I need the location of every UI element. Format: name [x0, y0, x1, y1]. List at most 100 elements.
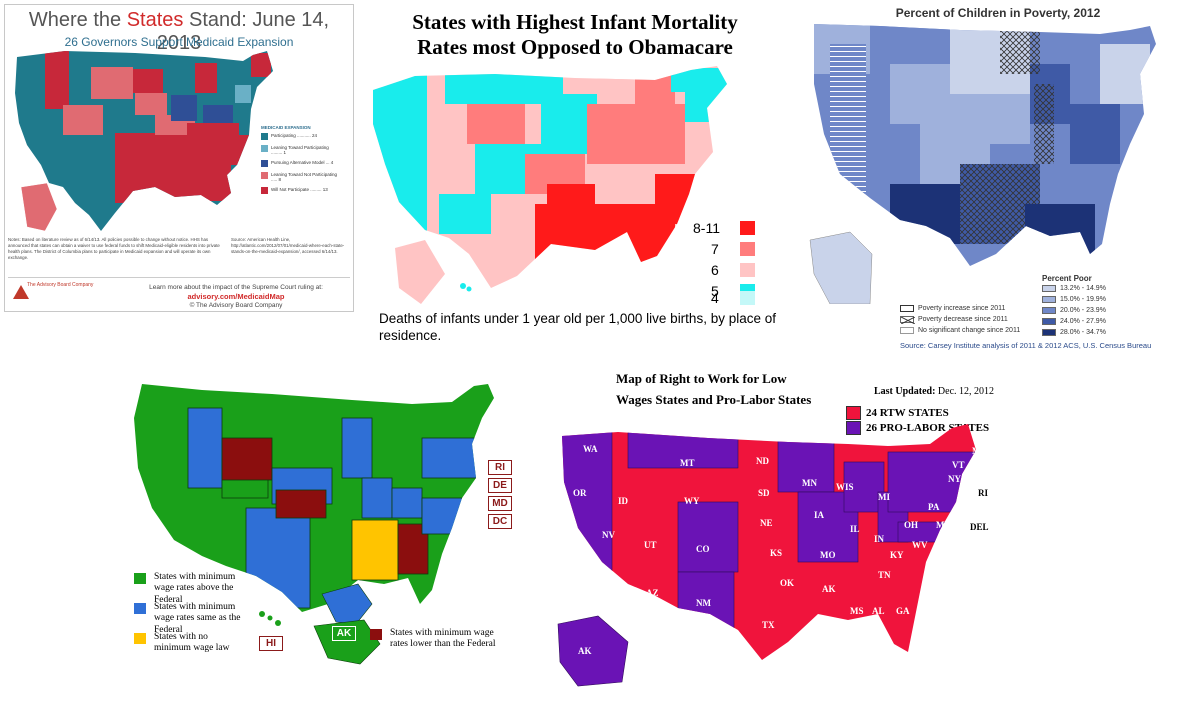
legend-swatch [134, 633, 146, 644]
state-label-ks: KS [770, 548, 783, 558]
legend-swatch [1042, 318, 1056, 325]
mortality-legend-swatch [740, 242, 755, 256]
poverty-legend-title: Percent Poor [1042, 274, 1092, 283]
state-label-wv: WV [912, 540, 928, 550]
medicaid-notes: Notes: Based on literature review as of … [8, 237, 220, 260]
state-label-ny: NY [948, 474, 961, 484]
wage-legend-item: States with minimum wage rates lower tha… [370, 628, 510, 651]
rtw-us-map [557, 424, 976, 687]
state-label-ca: CA [576, 548, 589, 558]
legend-swatch [1042, 285, 1056, 292]
state-label-nv: NV [602, 530, 615, 540]
state-label-mt: MT [680, 458, 695, 468]
tag-hi: HI [259, 636, 283, 651]
medicaid-legend-title: MEDICAID EXPANSION [261, 125, 311, 130]
tag-dc: DC [488, 514, 512, 529]
mortality-legend-label: 8-11 [693, 220, 720, 236]
infant-mortality-title: States with Highest Infant Mortality Rat… [412, 10, 738, 59]
mortality-legend-label: 5 [711, 283, 719, 299]
state-label-ma: MA [962, 480, 977, 490]
state-label-nc: NC [934, 568, 947, 578]
mortality-legend-swatch [740, 263, 755, 277]
legend-item-alternative: Pursuing Alternative Model ... 4 [261, 160, 341, 167]
poverty-change-item: Poverty decrease since 2011 [900, 316, 1008, 324]
legend-swatch [846, 406, 861, 420]
mortality-legend-swatch [740, 291, 755, 305]
wage-legend-item: States with minimum wage rates same as t… [134, 602, 254, 636]
state-label-oh: OH [904, 520, 919, 530]
poverty-legend-item: 24.0% - 27.9% [1042, 318, 1106, 325]
legend-swatch [1042, 307, 1056, 314]
mortality-legend-label: 6 [711, 262, 719, 278]
medicaid-map-title: Where the States Stand: June 14, 2013 [28, 9, 330, 54]
mortality-legend-swatch [740, 221, 755, 235]
poverty-legend-item: 28.0% - 34.7% [1042, 329, 1106, 336]
state-label-va: VA [934, 542, 946, 552]
state-label-ri: RI [978, 488, 989, 498]
state-label-nh: NH [966, 466, 980, 476]
legend-swatch [134, 603, 146, 614]
state-label-ut: UT [644, 540, 657, 550]
legend-swatch [1042, 296, 1056, 303]
state-label-tn: TN [878, 570, 891, 580]
wage-legend-item: States with minimum wage rates above the… [134, 572, 244, 606]
poverty-legend-item: 20.0% - 23.9% [1042, 307, 1106, 314]
state-label-wy: WY [684, 496, 700, 506]
rtw-title: Map of Right to Work for Low Wages State… [616, 371, 812, 408]
state-label-nm: NM [696, 598, 711, 608]
state-label-tx: TX [762, 620, 775, 630]
poverty-change-item: No significant change since 2011 [900, 327, 1020, 334]
legend-swatch [1042, 329, 1056, 336]
tag-ri: RI [488, 460, 512, 475]
state-label-sd: SD [758, 488, 770, 498]
state-label-ar: AK [822, 584, 836, 594]
poverty-legend-item: 13.2% - 14.9% [1042, 285, 1106, 292]
state-label-ga: GA [896, 606, 910, 616]
panel-right-to-work: Map of Right to Work for Low Wages State… [548, 362, 1020, 700]
state-label-mo: MO [820, 550, 836, 560]
state-label-il: IL [850, 524, 860, 534]
state-label-co: CO [696, 544, 710, 554]
wage-legend-item: States with no minimum wage law [134, 632, 244, 655]
infant-mortality-us-map [373, 66, 727, 304]
legend-item-leaning-not: Leaning Toward Not Participating ..... 8 [261, 172, 341, 182]
state-label-vt: VT [952, 460, 965, 470]
state-label-md: MD [936, 520, 951, 530]
logo-text: The Advisory Board Company [27, 282, 94, 288]
legend-swatch [261, 172, 268, 179]
state-label-ms: MS [850, 606, 864, 616]
state-label-ak: AK [578, 646, 592, 656]
state-label-nj: NJ [952, 508, 963, 518]
state-label-ia: IA [814, 510, 825, 520]
legend-swatch [370, 629, 382, 640]
state-label-or: OR [573, 488, 587, 498]
state-label-id: ID [618, 496, 629, 506]
state-label-al: AL [872, 606, 885, 616]
panel-medicaid-expansion: Where the States Stand: June 14, 2013 26… [4, 4, 354, 312]
mortality-caption: Deaths of infants under 1 year old per 1… [379, 311, 776, 343]
minimum-wage-us-map [134, 384, 494, 665]
state-label-wa: WA [583, 444, 598, 454]
state-label-pa: PA [928, 502, 940, 512]
tag-md: MD [488, 496, 512, 511]
medicaid-legend: MEDICAID EXPANSION Participating .......… [261, 125, 341, 199]
state-label-ne: NE [760, 518, 773, 528]
tag-ak: AK [332, 626, 356, 641]
state-label-de: DEL [970, 522, 989, 532]
medicaid-map-subtitle: 26 Governors Support Medicaid Expansion [64, 35, 294, 49]
legend-swatch [900, 305, 914, 312]
poverty-source: Source: Carsey Institute analysis of 201… [900, 341, 1152, 350]
mortality-legend-label: 7 [711, 241, 719, 257]
state-label-mn: MN [802, 478, 817, 488]
state-label-ok: OK [780, 578, 795, 588]
state-label-sc: SC [920, 590, 932, 600]
advisory-board-logo-icon [13, 285, 29, 299]
mortality-legend-label: 4 [711, 290, 719, 306]
medicaid-map-link[interactable]: advisory.com/MedicaidMap [187, 292, 285, 302]
panel-minimum-wage: RI DE MD DC HI AK States with minimum wa… [122, 378, 517, 674]
legend-swatch [134, 573, 146, 584]
poverty-change-item: Poverty increase since 2011 [900, 305, 1005, 312]
tag-de: DE [488, 478, 512, 493]
learn-more: Learn more about the impact of the Supre… [125, 284, 347, 311]
poverty-legend-item: 15.0% - 19.9% [1042, 296, 1106, 303]
